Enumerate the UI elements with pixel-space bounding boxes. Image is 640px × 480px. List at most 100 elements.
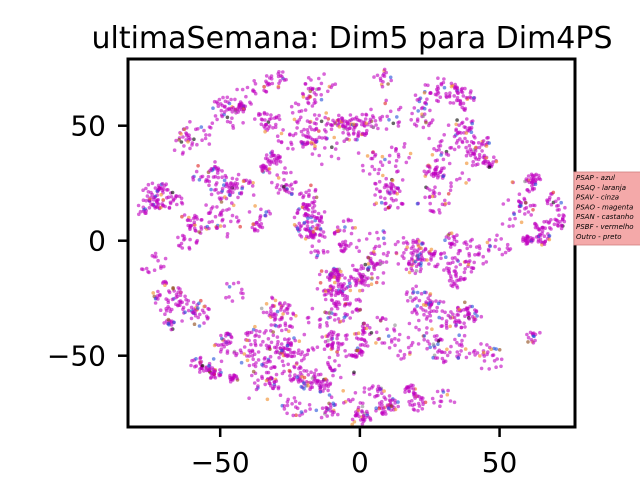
- scatter-point: [387, 346, 392, 350]
- scatter-point: [369, 282, 374, 287]
- scatter-point: [238, 224, 242, 229]
- scatter-point: [153, 186, 158, 190]
- y-tick-label: 50: [70, 110, 106, 143]
- scatter-point: [432, 147, 436, 151]
- scatter-point: [300, 91, 305, 96]
- scatter-point: [333, 359, 337, 363]
- scatter-point: [315, 117, 319, 121]
- scatter-point: [293, 373, 297, 377]
- scatter-point: [481, 261, 486, 266]
- scatter-point: [320, 162, 324, 167]
- scatter-point: [467, 251, 471, 256]
- scatter-point: [420, 407, 425, 411]
- scatter-point: [406, 345, 411, 350]
- scatter-point: [299, 385, 304, 389]
- scatter-point: [167, 306, 172, 311]
- scatter-point: [141, 188, 145, 192]
- scatter-point: [215, 117, 219, 122]
- scatter-point: [307, 203, 311, 207]
- scatter-point: [309, 78, 313, 82]
- scatter-point: [447, 161, 452, 166]
- scatter-point: [226, 100, 230, 104]
- scatter-point: [310, 346, 315, 350]
- scatter-point: [215, 100, 219, 104]
- scatter-point: [332, 231, 337, 235]
- scatter-point: [275, 349, 279, 353]
- scatter-point: [419, 291, 424, 296]
- scatter-point: [186, 308, 191, 313]
- scatter-point: [305, 234, 309, 239]
- scatter-point: [265, 83, 270, 87]
- scatter-point: [539, 240, 543, 244]
- scatter-point: [542, 220, 546, 224]
- scatter-point: [164, 297, 168, 301]
- scatter-point: [357, 238, 361, 243]
- scatter-point: [384, 98, 389, 103]
- scatter-point: [464, 306, 469, 310]
- scatter-point: [298, 224, 303, 229]
- scatter-point: [271, 333, 276, 338]
- scatter-point: [427, 262, 431, 266]
- scatter-point: [280, 317, 284, 321]
- scatter-point: [269, 306, 273, 310]
- scatter-point: [296, 208, 300, 213]
- scatter-point: [478, 354, 482, 358]
- scatter-point: [421, 402, 425, 407]
- scatter-point: [314, 381, 319, 385]
- scatter-point: [308, 95, 313, 99]
- scatter-point: [434, 338, 439, 342]
- scatter-point: [490, 353, 495, 358]
- scatter-point: [357, 249, 362, 253]
- scatter-point: [359, 349, 364, 354]
- scatter-point: [473, 136, 477, 140]
- scatter-point: [435, 175, 440, 180]
- scatter-point: [316, 211, 321, 216]
- scatter-point: [220, 169, 224, 173]
- scatter-point: [519, 201, 524, 205]
- scatter-point: [317, 383, 322, 388]
- scatter-point: [144, 186, 148, 191]
- scatter-point: [356, 151, 361, 155]
- scatter-point: [176, 286, 181, 290]
- scatter-point: [172, 320, 176, 325]
- scatter-point: [235, 87, 239, 92]
- scatter-point: [344, 243, 349, 248]
- scatter-point: [425, 326, 429, 330]
- scatter-point: [322, 386, 327, 391]
- scatter-point: [315, 345, 320, 350]
- scatter-point: [375, 276, 380, 280]
- scatter-point: [381, 252, 386, 256]
- scatter-point: [449, 276, 453, 281]
- scatter-point: [207, 220, 211, 224]
- scatter-point: [156, 202, 161, 206]
- scatter-point: [181, 135, 185, 139]
- scatter-point: [306, 373, 311, 377]
- scatter-point: [283, 323, 288, 328]
- scatter-point: [360, 342, 365, 347]
- scatter-point: [223, 104, 227, 109]
- scatter-point: [454, 274, 459, 279]
- scatter-point: [526, 335, 531, 340]
- legend-entry: PSBF - vermelho: [576, 223, 634, 231]
- scatter-point: [360, 122, 364, 127]
- scatter-point: [181, 150, 185, 155]
- scatter-point: [382, 241, 387, 246]
- scatter-point: [285, 311, 290, 315]
- scatter-point: [200, 364, 205, 368]
- scatter-point: [497, 348, 502, 352]
- scatter-point: [378, 160, 383, 164]
- scatter-point: [443, 238, 447, 242]
- scatter-point: [202, 128, 206, 133]
- scatter-point: [212, 369, 216, 374]
- scatter-point: [251, 222, 255, 226]
- scatter-point: [533, 182, 538, 187]
- scatter-point: [236, 110, 240, 114]
- scatter-point: [342, 315, 347, 320]
- scatter-point: [462, 277, 466, 282]
- scatter-point: [437, 315, 442, 320]
- scatter-point: [434, 264, 439, 269]
- scatter-point: [283, 301, 287, 305]
- scatter-point: [299, 358, 304, 363]
- scatter-point: [317, 318, 322, 322]
- scatter-point: [384, 260, 389, 264]
